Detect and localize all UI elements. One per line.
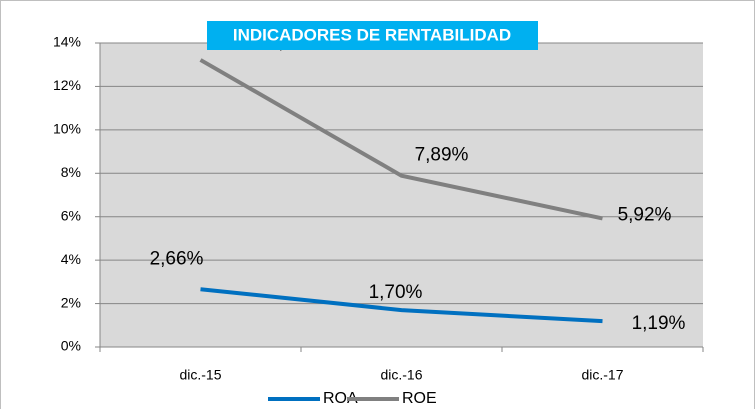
plot-area: [100, 43, 703, 347]
data-label: 7,89%: [415, 145, 469, 166]
y-tick-label: 6%: [61, 207, 81, 223]
x-tick-label: dic.-17: [581, 367, 623, 383]
y-tick-label: 12%: [53, 77, 81, 93]
data-label: 5,92%: [618, 204, 672, 225]
y-tick-label: 0%: [61, 338, 81, 354]
legend-label: ROA: [323, 390, 358, 407]
y-tick-label: 8%: [61, 164, 81, 180]
data-label: 1,19%: [632, 313, 686, 334]
y-tick-label: 2%: [61, 294, 81, 310]
y-tick-label: 10%: [53, 121, 81, 137]
line-series: [200, 287, 603, 324]
legend-label: ROE: [402, 390, 437, 407]
data-label: 2,66%: [150, 248, 204, 269]
data-label: 1,70%: [369, 282, 423, 303]
title-box: [207, 21, 538, 50]
y-tick-label: 4%: [61, 251, 81, 267]
x-tick-label: dic.-15: [179, 367, 221, 383]
line-series: [199, 58, 603, 221]
x-tick-label: dic.-16: [380, 367, 422, 383]
chart-title: INDICADORES DE RENTABILIDAD: [233, 25, 511, 44]
y-tick-label: 14%: [53, 34, 81, 50]
